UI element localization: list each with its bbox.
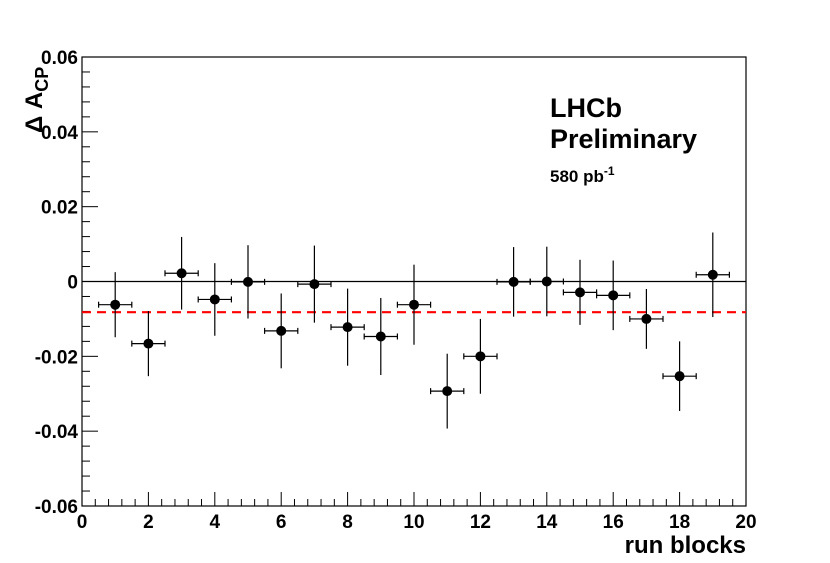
data-point <box>363 297 398 376</box>
data-marker <box>276 325 287 336</box>
data-point <box>230 245 266 319</box>
y-tick-label: -0.04 <box>35 422 79 443</box>
data-point <box>662 341 697 411</box>
svg-text:Δ ACP: Δ ACP <box>21 67 52 133</box>
data-point <box>197 263 232 336</box>
y-tick-label: 0.06 <box>41 48 78 69</box>
data-marker <box>176 268 187 279</box>
data-point <box>264 293 299 369</box>
data-marker <box>641 313 652 324</box>
data-point <box>463 318 498 394</box>
experiment-label: LHCb <box>550 93 622 123</box>
data-marker <box>674 371 685 382</box>
x-tick-label: 20 <box>735 512 756 533</box>
data-marker <box>342 322 353 333</box>
data-marker <box>110 299 121 310</box>
data-marker <box>243 276 253 287</box>
data-marker <box>608 290 619 301</box>
data-marker <box>442 386 453 397</box>
data-marker <box>475 351 486 362</box>
data-point <box>164 236 199 310</box>
data-point <box>629 288 664 349</box>
x-tick-label: 14 <box>536 512 558 533</box>
y-tick-label: -0.06 <box>35 497 78 518</box>
data-marker <box>209 294 220 305</box>
data-point <box>97 272 133 338</box>
data-point <box>297 245 332 323</box>
data-point <box>330 288 365 366</box>
data-marker <box>375 331 386 342</box>
data-marker <box>309 279 320 290</box>
y-tick-label: 0.02 <box>41 198 78 219</box>
x-tick-label: 18 <box>669 512 690 533</box>
data-point <box>430 353 465 429</box>
y-axis-label-main: Δ A <box>21 92 48 133</box>
y-tick-label: -0.02 <box>35 347 78 368</box>
data-marker <box>409 299 419 310</box>
data-marker <box>575 287 585 298</box>
y-axis-label-sub: CP <box>32 67 52 92</box>
data-point <box>695 232 731 318</box>
y-tick-label: 0.04 <box>41 123 78 144</box>
luminosity-label: 580 pb-1 <box>550 164 615 186</box>
x-axis-label: run blocks <box>625 532 746 559</box>
luminosity-exponent: -1 <box>604 164 615 178</box>
x-tick-label: 12 <box>470 512 491 533</box>
x-tick-label: 4 <box>210 512 221 533</box>
data-point <box>595 260 631 331</box>
y-tick-label: 0 <box>67 273 78 294</box>
x-tick-label: 2 <box>143 512 154 533</box>
data-marker <box>541 276 552 287</box>
data-point <box>496 247 531 317</box>
x-tick-label: 0 <box>77 512 88 533</box>
data-point <box>131 311 166 377</box>
y-axis-label: Δ ACP <box>21 67 52 133</box>
x-tick-label: 8 <box>342 512 353 533</box>
data-point <box>562 259 598 325</box>
data-point <box>529 246 565 317</box>
data-marker <box>508 276 519 287</box>
data-marker <box>143 338 154 349</box>
x-tick-label: 10 <box>403 512 424 533</box>
data-points <box>97 232 731 429</box>
luminosity-value: 580 pb <box>550 167 604 186</box>
x-tick-label: 16 <box>603 512 624 533</box>
data-marker <box>707 269 718 280</box>
status-label: Preliminary <box>550 124 697 154</box>
data-point <box>396 264 432 345</box>
x-tick-label: 6 <box>276 512 287 533</box>
axis-ticks: 0 2 4 6 8 10 12 14 16 18 20 -0.06 -0.04 -0.02 0 0.02 0.0… <box>35 48 757 533</box>
